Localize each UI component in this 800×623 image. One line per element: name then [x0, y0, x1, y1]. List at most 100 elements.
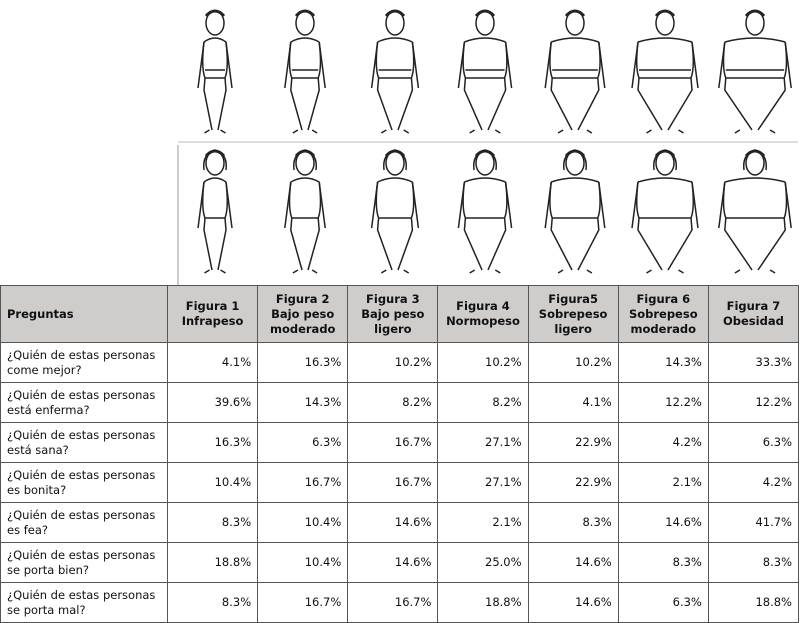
figure-stroke	[377, 177, 413, 183]
value-cell: 8.3%	[707, 542, 800, 583]
figure-stroke	[557, 269, 593, 274]
figure-stroke	[742, 149, 768, 171]
value-cell: 22.9%	[527, 462, 619, 503]
value-cell: 2.1%	[617, 462, 709, 503]
header-cell: Figura5 Sobrepeso ligero	[527, 285, 619, 343]
figure-stroke	[639, 69, 691, 79]
figure-stroke	[635, 181, 695, 271]
value-cell: 27.1%	[437, 422, 529, 463]
figure-stroke	[734, 269, 776, 274]
table-row: ¿Quién de estas personas está enferma? 39…	[0, 382, 800, 423]
figure-stroke	[724, 177, 786, 183]
header-cell: Preguntas	[0, 285, 168, 343]
figure-stroke	[370, 41, 420, 89]
figure-stroke	[472, 149, 498, 171]
header-cell: Figura 4 Normopeso	[437, 285, 529, 343]
figure-stroke	[469, 129, 501, 134]
value-cell: 8.2%	[437, 382, 529, 423]
table-body: ¿Quién de estas personas come mejor? 4.1%…	[0, 342, 800, 623]
value-cell: 18.8%	[166, 542, 259, 583]
figure-stroke	[722, 181, 788, 271]
value-cell: 10.4%	[257, 542, 349, 583]
figure-stroke	[292, 269, 318, 274]
figure-stroke	[465, 69, 505, 79]
value-cell: 22.9%	[527, 422, 619, 463]
figure-stroke	[294, 9, 316, 18]
header-cell: Figura 7 Obesidad	[707, 285, 800, 343]
figure-stroke	[464, 177, 506, 183]
figure-stroke	[652, 149, 678, 171]
figure-stroke	[469, 269, 501, 274]
value-cell: 16.7%	[347, 462, 439, 503]
value-cell: 6.3%	[617, 582, 709, 623]
figure-stroke	[474, 9, 496, 18]
figure-stroke	[722, 41, 788, 131]
value-cell: 8.3%	[166, 502, 259, 543]
figure-stroke	[370, 181, 420, 229]
question-cell: ¿Quién de estas personas está sana?	[0, 422, 168, 463]
figure-stroke	[544, 181, 606, 229]
figure-stroke	[284, 181, 326, 229]
table-row: ¿Quién de estas personas es fea? 8.3% 10.4…	[0, 502, 800, 543]
question-cell: ¿Quién de estas personas se porta mal?	[0, 582, 168, 623]
value-cell: 10.4%	[257, 502, 349, 543]
value-cell: 8.2%	[347, 382, 439, 423]
header-cell: Figura 1 Infrapeso	[166, 285, 259, 343]
value-cell: 4.2%	[617, 422, 709, 463]
value-cell: 41.7%	[707, 502, 800, 543]
figure-stroke	[646, 269, 684, 274]
figure-stroke	[201, 181, 229, 271]
value-cell: 10.2%	[527, 342, 619, 383]
figure-stroke	[290, 177, 320, 183]
value-cell: 10.4%	[166, 462, 259, 503]
figure-stroke	[646, 129, 684, 134]
figure-stroke	[637, 37, 693, 43]
figure-stroke	[457, 181, 513, 229]
figure-stroke	[457, 41, 513, 89]
value-cell: 16.7%	[257, 582, 349, 623]
value-cell: 16.7%	[257, 462, 349, 503]
value-cell: 14.6%	[617, 502, 709, 543]
table-row: ¿Quién de estas personas se porta mal? 8.…	[0, 582, 800, 623]
header-row: Preguntas Figura 1 Infrapeso Figura 2 Bajo…	[0, 285, 800, 343]
value-cell: 8.3%	[527, 502, 619, 543]
value-cell: 6.3%	[707, 422, 800, 463]
figure-stroke	[631, 41, 699, 89]
figure-stroke	[718, 181, 792, 229]
question-cell: ¿Quién de estas personas come mejor?	[0, 342, 168, 383]
figure-stroke	[203, 37, 227, 43]
figure-stroke	[562, 149, 588, 171]
figure-stroke	[375, 41, 415, 131]
figure-stroke	[734, 129, 776, 134]
figure-stroke	[654, 9, 676, 18]
value-cell: 12.2%	[617, 382, 709, 423]
figure-stroke	[201, 41, 229, 131]
figure-stroke	[197, 181, 233, 229]
figure-stroke	[549, 181, 601, 271]
value-cell: 10.2%	[437, 342, 529, 383]
figure-stroke	[380, 269, 410, 274]
question-cell: ¿Quién de estas personas se porta bien?	[0, 542, 168, 583]
value-cell: 6.3%	[257, 422, 349, 463]
value-cell: 14.3%	[617, 342, 709, 383]
value-cell: 16.3%	[257, 342, 349, 383]
value-cell: 25.0%	[437, 542, 529, 583]
table-row: ¿Quién de estas personas come mejor? 4.1%…	[0, 342, 800, 383]
value-cell: 10.2%	[347, 342, 439, 383]
figure-stroke	[382, 149, 408, 171]
value-cell: 14.6%	[527, 542, 619, 583]
header-cell: Figura 3 Bajo peso ligero	[347, 285, 439, 343]
figure-stroke	[549, 41, 601, 131]
question-cell: ¿Quién de estas personas está enferma?	[0, 382, 168, 423]
figure-stroke	[291, 69, 319, 79]
figure-stroke	[718, 41, 792, 89]
value-cell: 16.3%	[166, 422, 259, 463]
table-row: ¿Quién de estas personas es bonita? 10.4%…	[0, 462, 800, 503]
figure-stroke	[552, 69, 598, 79]
figure-stroke	[202, 149, 228, 171]
figure-stroke	[462, 41, 508, 131]
figure-stroke	[288, 181, 322, 271]
figure-stroke	[635, 41, 695, 131]
value-cell: 18.8%	[437, 582, 529, 623]
